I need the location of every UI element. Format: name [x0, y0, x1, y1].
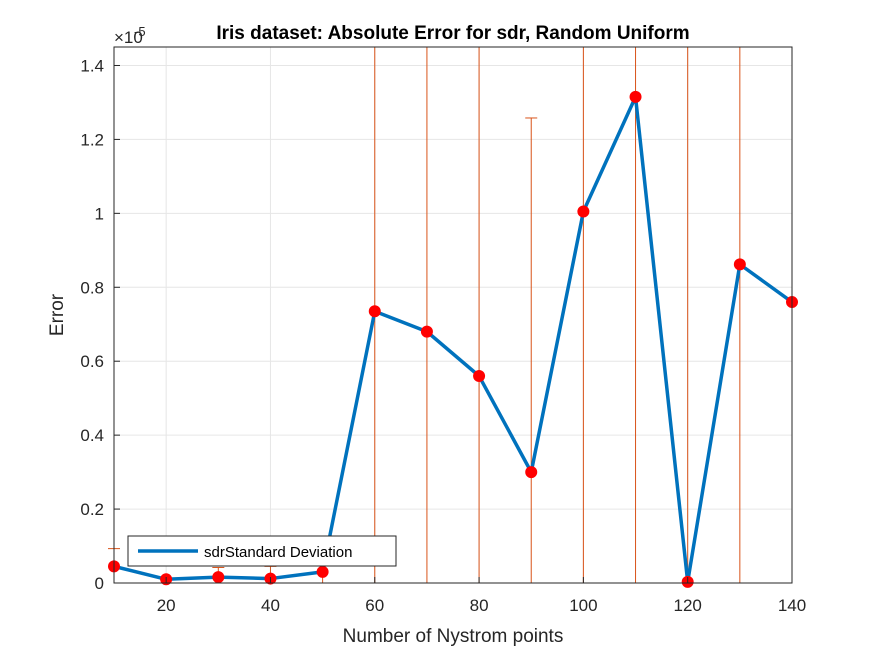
- data-point: [316, 565, 329, 578]
- x-tick-label: 80: [470, 596, 489, 615]
- series-line: [113, 95, 794, 584]
- y-ticks: 0 0.2 0.4 0.6 0.8 1 1.2 1.4: [80, 56, 120, 593]
- data-point: [368, 305, 381, 318]
- y-tick-label: 1: [95, 204, 104, 223]
- data-point: [577, 205, 590, 218]
- plot-box: [113, 46, 793, 584]
- x-tick-label: 40: [261, 596, 280, 615]
- y-tick-label: 0: [95, 574, 104, 593]
- plot-area: [114, 47, 792, 583]
- y-axis-title: Error: [47, 293, 68, 336]
- y-tick-label: 1.4: [80, 56, 104, 75]
- y-tick-label: 0.4: [80, 426, 104, 445]
- exponent-power: -5: [134, 24, 146, 39]
- chart-title: Iris dataset: Absolute Error for sdr, Ra…: [216, 23, 689, 44]
- legend: sdrStandard Deviation: [127, 535, 397, 567]
- data-point: [733, 258, 746, 271]
- y-tick-label: 1.2: [80, 130, 104, 149]
- y-tick-label: 0.2: [80, 500, 104, 519]
- y-tick-label: 0.6: [80, 352, 104, 371]
- x-tick-label: 60: [365, 596, 384, 615]
- data-point: [212, 571, 225, 584]
- x-ticks: 20 40 60 80 100 120 140: [157, 577, 806, 615]
- data-point: [525, 466, 538, 479]
- data-point: [420, 325, 433, 338]
- y-tick-label: 0.8: [80, 278, 104, 297]
- exponent-label: ×10: [114, 28, 143, 47]
- x-axis-title: Number of Nystrom points: [343, 626, 564, 647]
- data-point: [629, 90, 642, 103]
- x-tick-label: 20: [157, 596, 176, 615]
- x-tick-label: 140: [778, 596, 806, 615]
- legend-label: sdrStandard Deviation: [204, 544, 352, 561]
- data-point: [473, 369, 486, 382]
- x-tick-label: 120: [674, 596, 702, 615]
- x-tick-label: 100: [569, 596, 597, 615]
